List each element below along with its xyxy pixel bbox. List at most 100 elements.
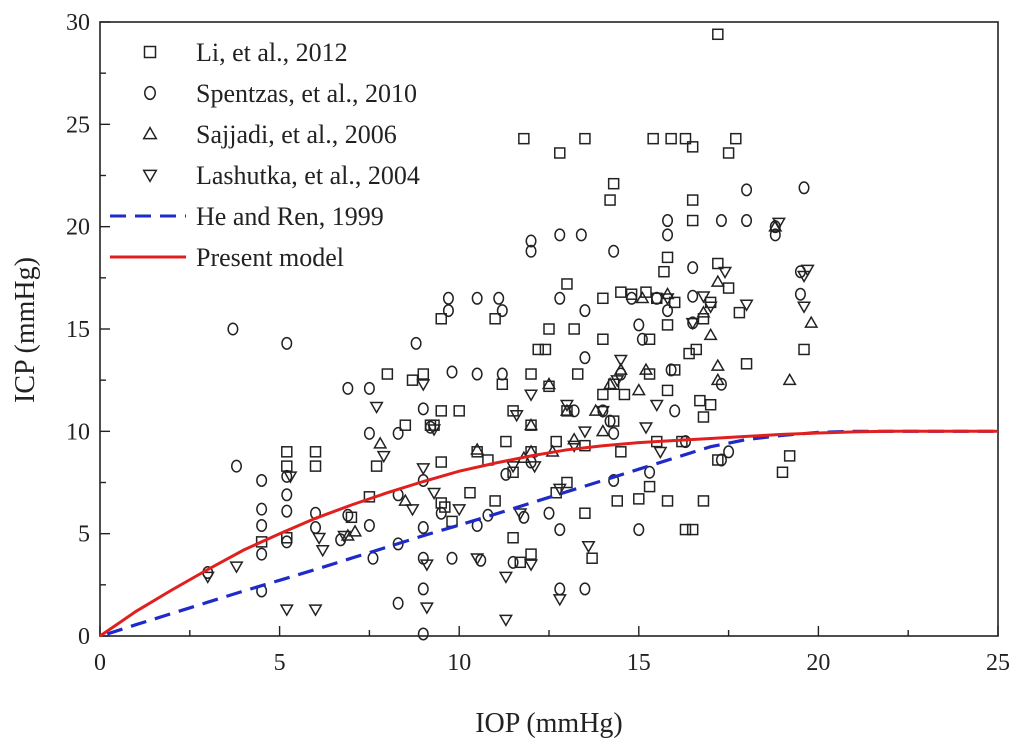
legend-swatch-square: [143, 45, 157, 59]
model-lines: [99, 429, 998, 638]
data-point-circle: [281, 535, 293, 549]
data-point-square: [643, 480, 656, 493]
data-point-square: [722, 282, 735, 294]
data-point-square: [783, 450, 796, 462]
y-tick-label: 15: [66, 317, 90, 343]
data-point-square: [694, 394, 706, 407]
data-point-circle: [424, 420, 436, 434]
y-tick-label: 20: [66, 215, 90, 241]
data-point-circle: [669, 404, 681, 418]
x-axis-title: IOP (mmHg): [475, 708, 623, 739]
data-point-square: [697, 313, 710, 325]
data-point-triangle-down: [416, 463, 431, 476]
data-point-circle: [256, 547, 268, 561]
data-point-square: [733, 306, 746, 319]
data-point-triangle-down: [577, 426, 592, 439]
data-point-triangle-down: [638, 422, 654, 435]
data-point-triangle-down: [312, 532, 327, 546]
data-point-circle: [417, 521, 429, 535]
data-point-triangle-down: [739, 299, 754, 312]
data-point-triangle-down: [696, 291, 711, 304]
data-point-square: [281, 446, 293, 458]
data-point-circle: [662, 214, 674, 228]
data-point-circle: [794, 287, 806, 301]
data-point-circle: [281, 488, 293, 502]
data-point-triangle-up: [710, 372, 725, 386]
data-point-square: [579, 439, 591, 452]
data-point-square: [683, 347, 695, 360]
data-point-circle: [417, 551, 429, 565]
data-point-circle: [662, 304, 674, 318]
data-point-square: [453, 405, 465, 417]
legend-label: Spentzas, et al., 2010: [196, 79, 417, 108]
data-point-square: [704, 398, 717, 411]
data-point-triangle-up: [523, 417, 539, 431]
legend-label: Sajjadi, et al., 2006: [196, 120, 397, 149]
data-point-triangle-down: [229, 561, 244, 574]
data-point-circle: [230, 459, 242, 473]
data-point-triangle-down: [509, 409, 524, 423]
data-point-square: [500, 435, 512, 448]
data-point-circle: [651, 291, 663, 305]
data-point-triangle-up: [635, 291, 650, 304]
data-point-square: [507, 532, 519, 544]
data-point-circle: [367, 551, 379, 565]
data-point-triangle-down: [498, 571, 513, 584]
data-point-square: [697, 411, 710, 423]
data-point-triangle-up: [398, 493, 413, 506]
data-point-square: [679, 132, 692, 145]
data-point-circle: [446, 365, 458, 379]
data-point-triangle-down: [523, 389, 539, 402]
data-point-circle: [608, 473, 620, 487]
data-point-square: [514, 556, 527, 569]
data-point-triangle-down: [416, 379, 431, 392]
data-point-circle: [579, 582, 591, 596]
data-point-triangle-down: [369, 401, 384, 415]
data-point-square: [507, 466, 519, 479]
data-point-square: [615, 446, 627, 458]
data-point-circle: [608, 426, 620, 440]
data-point-circle: [417, 402, 429, 416]
data-point-circle: [446, 551, 458, 565]
data-point-square: [690, 343, 703, 356]
data-point-circle: [342, 508, 354, 522]
data-point-triangle-down: [552, 594, 567, 607]
data-point-circle: [256, 518, 268, 532]
data-point-square: [568, 323, 580, 335]
data-point-triangle-up: [347, 524, 363, 537]
data-point-square: [406, 374, 419, 386]
data-point-square: [604, 194, 616, 206]
data-point-square: [370, 460, 383, 472]
data-point-triangle-down: [703, 301, 718, 314]
data-point-triangle-down: [595, 405, 610, 419]
data-point-square: [712, 454, 724, 466]
data-point-circle: [554, 291, 566, 305]
data-point-circle: [363, 426, 375, 440]
data-point-triangle-down: [427, 424, 442, 437]
data-point-circle: [227, 322, 239, 336]
data-point-circle: [687, 261, 699, 275]
data-point-circle: [281, 504, 293, 518]
data-point-triangle-up: [603, 377, 618, 390]
data-point-triangle-down: [567, 440, 582, 453]
data-point-triangle-down: [337, 530, 352, 543]
data-point-square: [525, 548, 537, 560]
data-point-triangle-down: [796, 301, 812, 314]
legend-swatch-triangle-down: [142, 169, 158, 183]
data-point-circle: [741, 214, 753, 228]
data-point-square: [561, 278, 573, 290]
data-point-square: [597, 388, 609, 401]
data-point-triangle-up: [373, 436, 388, 449]
data-point-triangle-up: [541, 377, 557, 390]
x-tick-label: 10: [447, 650, 471, 676]
data-point-square: [381, 368, 394, 380]
data-point-square: [712, 28, 724, 41]
data-point-circle: [442, 291, 454, 305]
data-point-triangle-down: [796, 270, 812, 284]
data-point-square: [471, 446, 483, 458]
data-point-triangle-down: [800, 264, 815, 277]
data-point-circle: [281, 469, 293, 483]
data-point-circle: [417, 582, 429, 596]
data-point-square: [640, 286, 652, 298]
scatter-markers: [200, 28, 819, 641]
